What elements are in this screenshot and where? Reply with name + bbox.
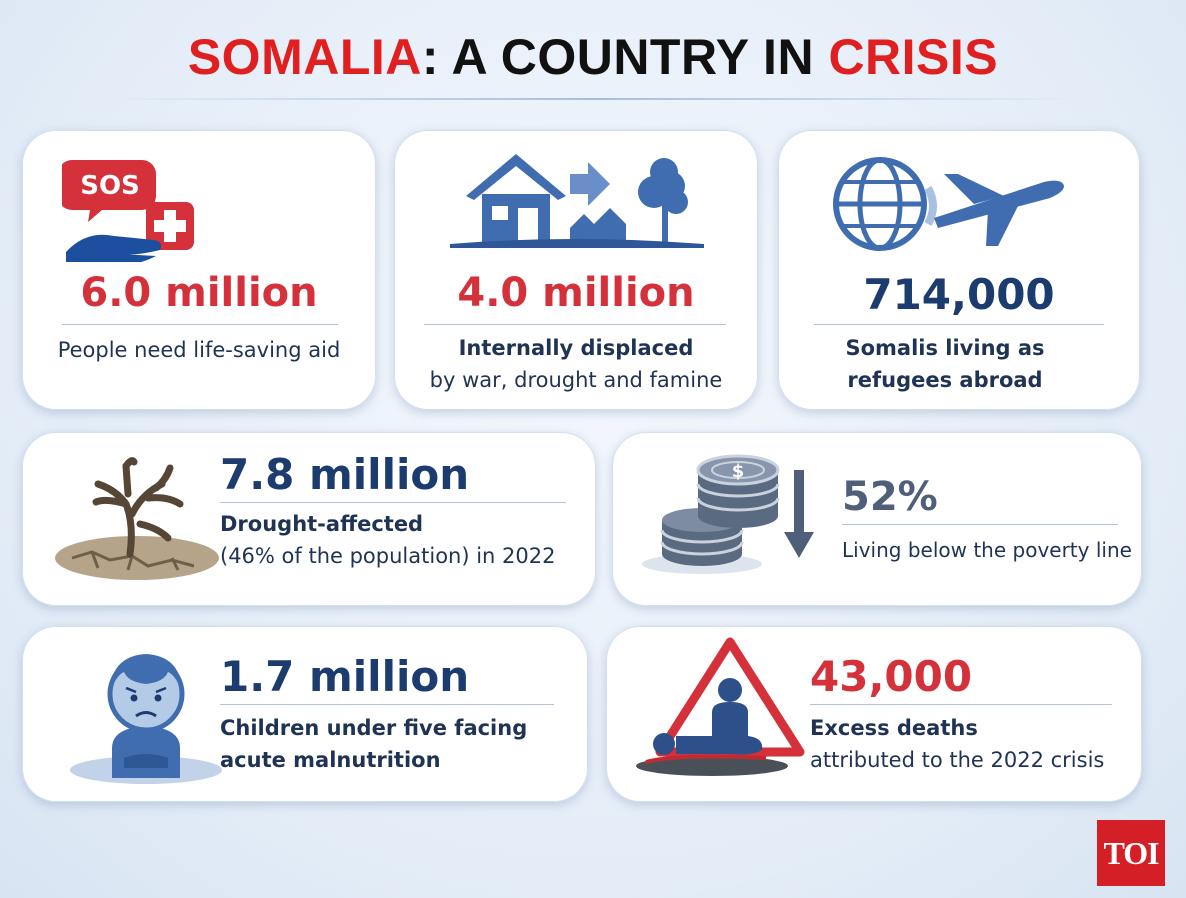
sos-hand-icon: SOS [62, 160, 194, 262]
drought-label: Drought-affected (46% of the population) … [220, 508, 555, 572]
drought-card: 7.8 million Drought-affected (46% of the … [22, 432, 596, 606]
deaths-card: 43,000 Excess deaths attributed to the 20… [606, 626, 1142, 802]
aid-needs-divider [62, 324, 338, 325]
poverty-divider [842, 524, 1118, 525]
house-displacement-icon [450, 154, 704, 248]
refugees-label-line2: refugees abroad [847, 368, 1043, 392]
deaths-number: 43,000 [810, 652, 973, 701]
malnutrition-divider [220, 704, 554, 705]
displaced-card: 4.0 million Internally displaced by war, … [394, 130, 758, 410]
globe-plane-icon [833, 157, 1064, 251]
malnutrition-label: Children under five facing acute malnutri… [220, 712, 527, 776]
poverty-label: Living below the poverty line [842, 538, 1132, 562]
displaced-label-bold: Internally displaced [458, 336, 694, 360]
displaced-divider [424, 324, 726, 325]
deaths-label-sub: attributed to the 2022 crisis [810, 748, 1105, 772]
malnutrition-card: 1.7 million Children under five facing ac… [22, 626, 588, 802]
page-title: SOMALIA: A COUNTRY IN CRISIS [0, 28, 1186, 86]
refugees-card: 714,000 Somalis living as refugees abroad [778, 130, 1140, 410]
refugees-divider [814, 324, 1104, 325]
displaced-label: Internally displaced by war, drought and … [394, 332, 758, 396]
displaced-label-sub: by war, drought and famine [429, 368, 723, 392]
poverty-number: 52% [842, 474, 938, 520]
deaths-label-bold: Excess deaths [810, 716, 978, 740]
deaths-divider [810, 704, 1112, 705]
refugees-label: Somalis living as refugees abroad [764, 332, 1126, 396]
refugees-number: 714,000 [863, 270, 1055, 319]
drought-divider [220, 502, 566, 503]
coins-down-arrow-icon: $ [642, 454, 814, 574]
deaths-label: Excess deaths attributed to the 2022 cris… [810, 712, 1104, 776]
title-middle: : A COUNTRY IN [421, 29, 829, 85]
svg-text:SOS: SOS [80, 171, 140, 201]
aid-needs-number: 6.0 million [80, 270, 318, 316]
aid-needs-card: SOS 6.0 million People need life-saving … [22, 130, 376, 410]
dead-tree-icon [55, 457, 219, 580]
title-somalia: SOMALIA [187, 29, 422, 85]
malnutrition-number: 1.7 million [220, 652, 470, 701]
drought-number: 7.8 million [220, 450, 470, 499]
svg-text:$: $ [732, 461, 745, 482]
sad-child-icon [70, 654, 222, 784]
title-crisis: CRISIS [828, 29, 999, 85]
malnutrition-label-line1: Children under five facing [220, 716, 528, 740]
drought-label-sub: (46% of the population) in 2022 [220, 544, 556, 568]
refugees-label-line1: Somalis living as [845, 336, 1045, 360]
poverty-card: $ 52% Living below the poverty line [612, 432, 1142, 606]
malnutrition-label-line2: acute malnutrition [220, 748, 441, 772]
title-divider [110, 98, 1076, 100]
drought-label-bold: Drought-affected [220, 512, 424, 536]
toi-logo: TOI [1097, 820, 1165, 886]
aid-needs-label: People need life-saving aid [57, 338, 341, 362]
displaced-number: 4.0 million [457, 270, 695, 316]
warning-deaths-icon [636, 637, 805, 776]
